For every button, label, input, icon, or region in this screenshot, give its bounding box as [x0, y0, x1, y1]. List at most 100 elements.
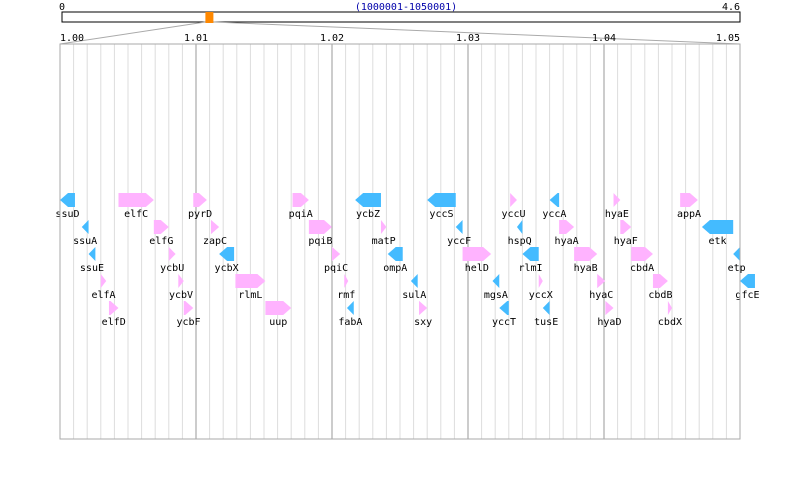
gene-arrow-ssuA[interactable]: [81, 220, 89, 234]
gene-label-yccF: yccF: [447, 236, 471, 247]
gene-arrow-ycbX[interactable]: [219, 247, 235, 261]
gene-label-mgsA: mgsA: [484, 290, 508, 301]
overview-position-marker[interactable]: [205, 12, 214, 23]
gene-label-yccU: yccU: [502, 209, 526, 220]
gene-arrow-ycbV[interactable]: [178, 274, 184, 288]
gene-arrow-sulA[interactable]: [410, 274, 418, 288]
gene-label-ycbF: ycbF: [176, 317, 200, 328]
gene-arrow-ycbU[interactable]: [168, 247, 176, 261]
gene-arrow-hspQ[interactable]: [516, 220, 523, 234]
gene-arrow-pyrD[interactable]: [193, 193, 207, 207]
gene-arrow-ssuE[interactable]: [88, 247, 96, 261]
gene-arrow-yccA[interactable]: [549, 193, 560, 207]
gene-arrow-uup[interactable]: [265, 301, 292, 315]
gene-label-sulA: sulA: [402, 290, 426, 301]
gene-arrow-mgsA[interactable]: [492, 274, 500, 288]
ruler-tick-label: 1.04: [592, 33, 616, 44]
gene-arrow-hyaB[interactable]: [574, 247, 598, 261]
gene-arrow-fabA[interactable]: [346, 301, 354, 315]
gene-label-pqiC: pqiC: [324, 263, 348, 274]
gene-label-ycbZ: ycbZ: [356, 209, 380, 220]
gene-label-uup: uup: [269, 317, 287, 328]
gene-arrow-yccT[interactable]: [499, 301, 509, 315]
gene-label-tusE: tusE: [534, 317, 558, 328]
gene-label-pqiB: pqiB: [308, 236, 332, 247]
gene-arrow-ycbF[interactable]: [183, 301, 194, 315]
gene-label-rlmI: rlmI: [519, 263, 543, 274]
ruler-tick-label: 1.01: [184, 33, 208, 44]
gene-label-elfC: elfC: [124, 209, 148, 220]
gene-arrow-elfD[interactable]: [108, 301, 119, 315]
gene-arrow-helD[interactable]: [462, 247, 492, 261]
gene-label-fabA: fabA: [338, 317, 362, 328]
gene-arrow-hyaD[interactable]: [605, 301, 614, 315]
gene-arrow-tusE[interactable]: [542, 301, 550, 315]
overview-end-label: 4.6: [722, 2, 740, 13]
gene-arrow-etk[interactable]: [701, 220, 734, 234]
gene-arrow-pqiA[interactable]: [292, 193, 309, 207]
gene-arrow-rmf[interactable]: [344, 274, 349, 288]
ruler-tick-label: 1.00: [60, 33, 84, 44]
gene-arrow-rlmI[interactable]: [522, 247, 539, 261]
gene-arrow-elfC[interactable]: [118, 193, 154, 207]
gene-arrow-hyaE[interactable]: [613, 193, 621, 207]
gene-label-elfG: elfG: [149, 236, 173, 247]
gene-label-elfA: elfA: [91, 290, 115, 301]
gene-label-ssuD: ssuD: [55, 209, 79, 220]
gene-arrow-hyaA[interactable]: [559, 220, 575, 234]
gene-label-cbdB: cbdB: [648, 290, 672, 301]
gene-label-rlmL: rlmL: [238, 290, 262, 301]
gene-label-gfcE: gfcE: [735, 290, 759, 301]
zoom-right-connector: [213, 21, 741, 45]
gene-arrow-matP[interactable]: [380, 220, 387, 234]
gene-arrow-cbdB[interactable]: [652, 274, 668, 288]
gene-label-hspQ: hspQ: [508, 236, 532, 247]
gene-arrow-elfG[interactable]: [153, 220, 169, 234]
zoom-left-connector: [59, 21, 206, 45]
ruler-tick-label: 1.03: [456, 33, 480, 44]
gene-arrow-hyaF[interactable]: [620, 220, 632, 234]
gene-label-elfD: elfD: [102, 317, 126, 328]
gene-arrow-ycbZ[interactable]: [355, 193, 381, 207]
gene-arrow-etp[interactable]: [733, 247, 740, 261]
gene-arrow-yccX[interactable]: [538, 274, 543, 288]
gene-label-yccS: yccS: [429, 209, 453, 220]
gene-label-pyrD: pyrD: [188, 209, 212, 220]
gene-arrow-yccF[interactable]: [455, 220, 463, 234]
chromosome-overview[interactable]: 0 4.6 (1000001-1050001): [59, 2, 741, 45]
gene-arrow-pqiB[interactable]: [308, 220, 332, 234]
gene-arrow-hyaC[interactable]: [597, 274, 606, 288]
gene-arrow-cbdX[interactable]: [667, 301, 672, 315]
gene-arrow-appA[interactable]: [680, 193, 698, 207]
grid-lines: [73, 44, 727, 439]
overview-range-label: (1000001-1050001): [355, 2, 457, 13]
gene-label-sxy: sxy: [414, 317, 432, 328]
overview-start-label: 0: [59, 2, 65, 13]
ruler-tick-label: 1.05: [716, 33, 740, 44]
gene-label-cbdA: cbdA: [630, 263, 654, 274]
overview-bar[interactable]: [61, 11, 741, 23]
gene-label-yccX: yccX: [529, 290, 553, 301]
gene-label-rmf: rmf: [337, 290, 355, 301]
gene-track: ssuD ssuA ssuE elfA elfD elfC elfG ycbU ycbV ycbF…: [55, 193, 760, 328]
gene-arrow-cbdA[interactable]: [631, 247, 653, 261]
gene-label-ompA: ompA: [383, 263, 407, 274]
gene-label-appA: appA: [677, 209, 701, 220]
gene-label-hyaC: hyaC: [589, 290, 613, 301]
gene-label-yccA: yccA: [542, 209, 566, 220]
gene-arrow-elfA[interactable]: [100, 274, 107, 288]
gene-arrow-yccS[interactable]: [427, 193, 456, 207]
ruler-tick-label: 1.02: [320, 33, 344, 44]
gene-label-hyaA: hyaA: [555, 236, 579, 247]
gene-label-hyaB: hyaB: [574, 263, 598, 274]
gene-arrow-gfcE[interactable]: [740, 274, 755, 288]
gene-arrow-sxy[interactable]: [419, 301, 428, 315]
gene-arrow-yccU[interactable]: [510, 193, 517, 207]
gene-arrow-pqiC[interactable]: [332, 247, 341, 261]
gene-arrow-ompA[interactable]: [387, 247, 403, 261]
gene-arrow-rlmL[interactable]: [235, 274, 266, 288]
gene-arrow-ssuD[interactable]: [60, 193, 75, 207]
gene-label-hyaD: hyaD: [597, 317, 621, 328]
gene-arrow-zapC[interactable]: [210, 220, 220, 234]
